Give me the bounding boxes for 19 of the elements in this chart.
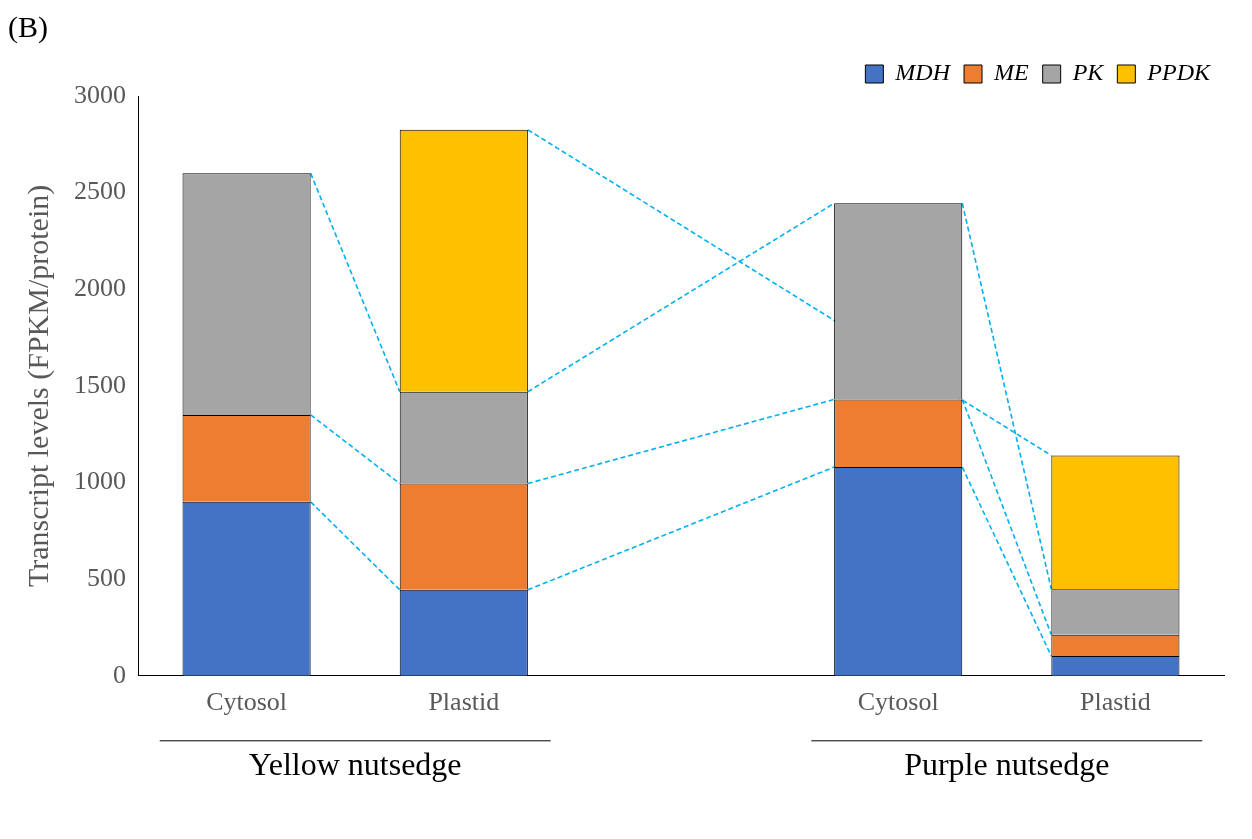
y-tick-label: 3000 xyxy=(74,79,126,109)
x-tick-label: Cytosol xyxy=(206,687,288,717)
y-tick-label: 2000 xyxy=(74,273,126,303)
legend-label: ME xyxy=(993,59,1030,86)
y-tick-label: 500 xyxy=(87,562,126,592)
legend-label: MDH xyxy=(894,59,952,86)
y-tick-label: 1000 xyxy=(74,466,126,496)
text: Purple nutsedge xyxy=(904,746,1110,783)
y-tick-label: 0 xyxy=(113,659,126,689)
text: Yellow nutsedge xyxy=(248,746,462,783)
x-tick-label: Plastid xyxy=(1080,687,1151,717)
y-tick-label: 2500 xyxy=(74,176,126,206)
y-tick-label: 1500 xyxy=(74,369,126,399)
legend-label: PK xyxy=(1071,59,1106,86)
legend-label: PPDK xyxy=(1146,59,1212,86)
x-tick-label: Cytosol xyxy=(857,687,939,717)
y-axis-title: Transcript levels (FPKM/protein) xyxy=(20,184,55,587)
chart-title: (B) xyxy=(8,9,48,44)
x-tick-label: Plastid xyxy=(428,687,500,717)
